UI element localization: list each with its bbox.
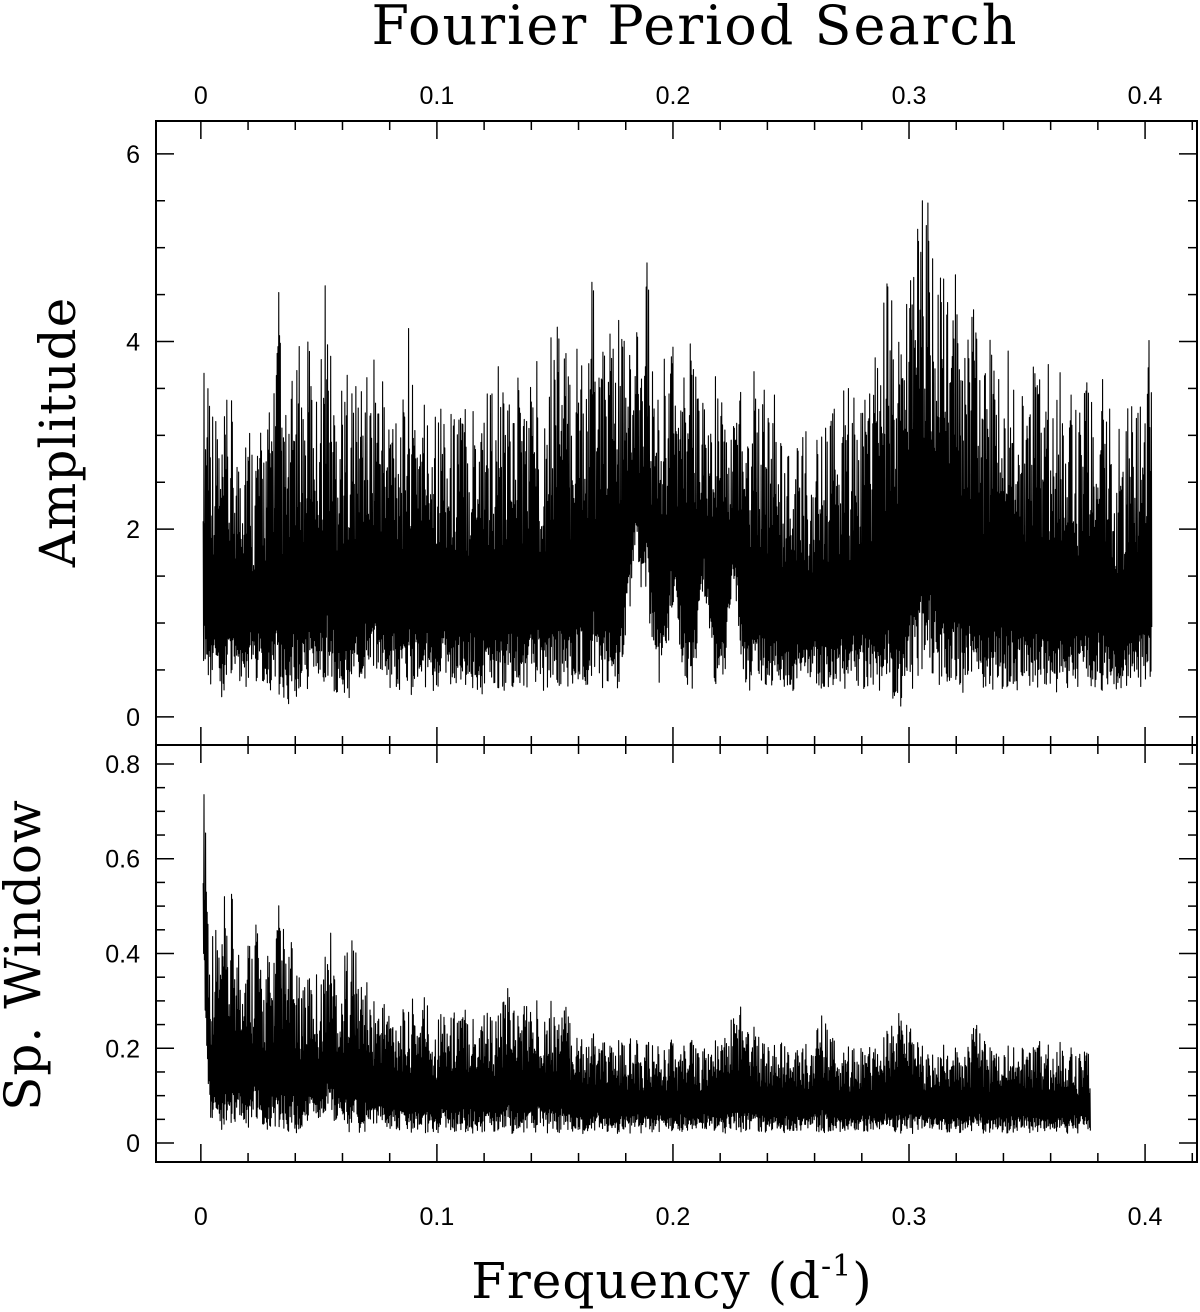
spectral-window-panel: 0 0.1 0.2 0.3 0.4 0 0.2 0.4 0.6 0.8 xyxy=(105,744,1198,1231)
y-tick-label: 0 xyxy=(126,1130,140,1158)
y-tick-label: 0.8 xyxy=(105,751,140,779)
x-tick-label: 0.3 xyxy=(892,82,927,110)
spectral-window-series-line xyxy=(202,794,1091,1135)
y-tick-label: 0.2 xyxy=(105,1035,140,1063)
y-tick-label: 0.4 xyxy=(105,941,140,969)
x-tick-label: 0.2 xyxy=(656,1203,691,1231)
y-tick-label: 2 xyxy=(126,516,140,544)
amplitude-panel: 0 0.1 0.2 0.3 0.4 0 2 4 6 xyxy=(126,82,1198,746)
y-tick-label: 4 xyxy=(126,329,140,357)
frequency-axis-title-main: Frequency (d xyxy=(471,1252,821,1310)
x-tick-label: 0.1 xyxy=(420,82,455,110)
x-tick-label: 0.4 xyxy=(1128,82,1163,110)
spectral-window-axis-title: Sp. Window xyxy=(0,799,52,1111)
y-tick-label: 6 xyxy=(126,141,140,169)
frequency-axis-title-exponent: -1 xyxy=(821,1249,852,1284)
y-tick-label: 0 xyxy=(126,704,140,732)
x-tick-label: 0.3 xyxy=(892,1203,927,1231)
figure-title: Fourier Period Search xyxy=(372,0,1019,57)
x-tick-label: 0.1 xyxy=(420,1203,455,1231)
frequency-axis-title-close: ) xyxy=(852,1252,873,1310)
amplitude-series-line xyxy=(202,200,1153,707)
x-tick-label: 0.4 xyxy=(1128,1203,1163,1231)
x-tick-label: 0 xyxy=(194,82,208,110)
y-tick-label: 0.6 xyxy=(105,846,140,874)
frequency-axis-title: Frequency (d-1) xyxy=(471,1249,873,1310)
x-tick-label: 0 xyxy=(194,1203,208,1231)
amplitude-axis-title: Amplitude xyxy=(29,297,87,568)
x-tick-label: 0.2 xyxy=(656,82,691,110)
